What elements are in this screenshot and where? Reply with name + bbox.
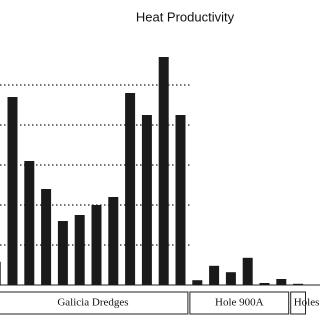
group-label: Hole 900A [215,297,264,309]
bar [91,205,102,285]
bar [242,257,253,285]
bar [192,280,203,285]
group-label: Galicia Dredges [57,297,128,309]
bar [158,57,169,285]
bar [0,261,1,285]
group-box [0,291,189,315]
chart-title: Heat Productivity [136,9,235,24]
bar [125,93,136,285]
bar [108,197,119,285]
bar [259,283,270,285]
bar [57,221,68,285]
bar [7,97,18,285]
bar [141,115,152,285]
bar [276,279,287,285]
group-box [189,291,290,315]
group-box [290,291,307,315]
bar [74,215,85,285]
group-label: Holes [294,297,320,309]
bar [225,272,236,285]
bar [24,161,35,285]
bar [209,265,220,285]
bar [293,283,304,285]
bar [41,189,52,285]
bar [175,115,186,285]
